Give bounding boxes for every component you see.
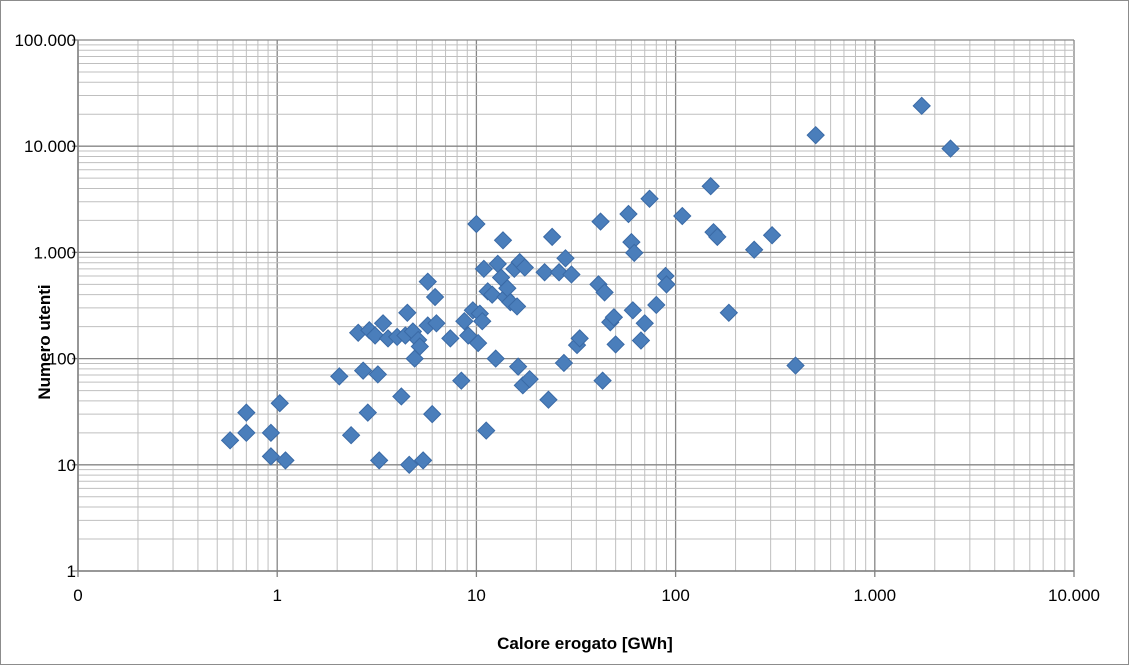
data-point xyxy=(455,311,474,331)
data-point xyxy=(392,387,411,406)
tick-labels: 0 1 10 100 1.000 10.000 1 10 100 1.000 10.000 100.0… xyxy=(15,31,1100,605)
data-point xyxy=(474,259,494,279)
y-axis-title: Numero utenti xyxy=(35,284,54,399)
x-tick-label: 1.000 xyxy=(854,586,897,605)
data-point xyxy=(423,404,442,424)
data-point xyxy=(640,189,659,208)
data-point xyxy=(441,329,460,348)
data-point xyxy=(261,447,281,466)
data-point xyxy=(719,303,739,322)
data-point xyxy=(507,297,527,316)
data-point xyxy=(606,335,625,354)
data-point xyxy=(486,349,505,368)
data-point xyxy=(647,295,666,315)
data-point xyxy=(515,258,535,277)
x-axis-title: Calore erogato [GWh] xyxy=(497,634,673,653)
x-tick-label: 10.000 xyxy=(1048,586,1100,605)
data-point xyxy=(604,308,624,327)
data-point xyxy=(549,263,569,282)
data-point xyxy=(237,423,256,443)
data-point xyxy=(373,314,393,333)
x-tick-label: 100 xyxy=(661,586,689,605)
data-point xyxy=(425,287,445,307)
data-point xyxy=(493,231,513,250)
data-point xyxy=(542,227,562,247)
y-tick-label: 10 xyxy=(57,456,76,475)
data-point xyxy=(410,337,430,356)
data-point xyxy=(593,371,612,390)
data-point xyxy=(941,139,960,158)
y-tick-label: 100.000 xyxy=(15,31,76,50)
data-point xyxy=(330,367,349,386)
data-point xyxy=(625,243,644,263)
data-point xyxy=(806,125,825,145)
data-point xyxy=(657,275,676,294)
data-point xyxy=(467,214,486,234)
data-point xyxy=(427,314,446,333)
data-point xyxy=(539,390,558,409)
data-point xyxy=(591,212,610,231)
data-point xyxy=(912,96,931,116)
data-point xyxy=(276,451,295,470)
data-point xyxy=(762,226,782,245)
data-point xyxy=(631,331,651,350)
data-point xyxy=(452,371,471,390)
data-point xyxy=(635,314,654,333)
data-point xyxy=(473,311,492,331)
data-point xyxy=(556,249,575,268)
x-tick-label: 1 xyxy=(272,586,281,605)
data-point xyxy=(673,206,692,226)
x-tick-label: 0 xyxy=(73,586,82,605)
data-points xyxy=(220,96,960,475)
x-tick-label: 10 xyxy=(467,586,486,605)
data-point xyxy=(468,333,488,353)
data-point xyxy=(554,353,574,373)
data-point xyxy=(237,403,256,422)
data-point xyxy=(562,265,581,284)
data-point xyxy=(353,361,373,380)
y-tick-label: 10.000 xyxy=(24,137,76,156)
data-point xyxy=(418,272,437,291)
data-point xyxy=(358,403,378,422)
data-point xyxy=(270,394,289,413)
data-point xyxy=(413,451,433,470)
data-point xyxy=(744,240,764,259)
data-point xyxy=(398,303,417,322)
data-point xyxy=(520,369,539,389)
data-point xyxy=(476,421,496,440)
data-point xyxy=(535,263,554,282)
data-point xyxy=(595,283,614,302)
data-point xyxy=(368,365,388,384)
data-point xyxy=(341,425,361,445)
data-point xyxy=(365,326,385,345)
y-tick-label: 1 xyxy=(67,562,76,581)
data-point xyxy=(708,227,727,247)
data-point xyxy=(508,357,528,376)
gridlines xyxy=(77,39,1075,572)
data-point xyxy=(570,329,589,348)
data-point xyxy=(786,356,805,375)
data-point xyxy=(619,204,638,224)
axes xyxy=(72,39,1075,577)
data-point xyxy=(400,455,419,475)
data-point xyxy=(623,301,643,320)
y-tick-label: 1.000 xyxy=(33,243,76,262)
data-point xyxy=(482,285,502,304)
data-point xyxy=(369,451,389,470)
data-point xyxy=(220,431,240,450)
data-point xyxy=(701,177,720,196)
data-point xyxy=(261,423,281,443)
y-tick-label: 100 xyxy=(48,350,76,369)
